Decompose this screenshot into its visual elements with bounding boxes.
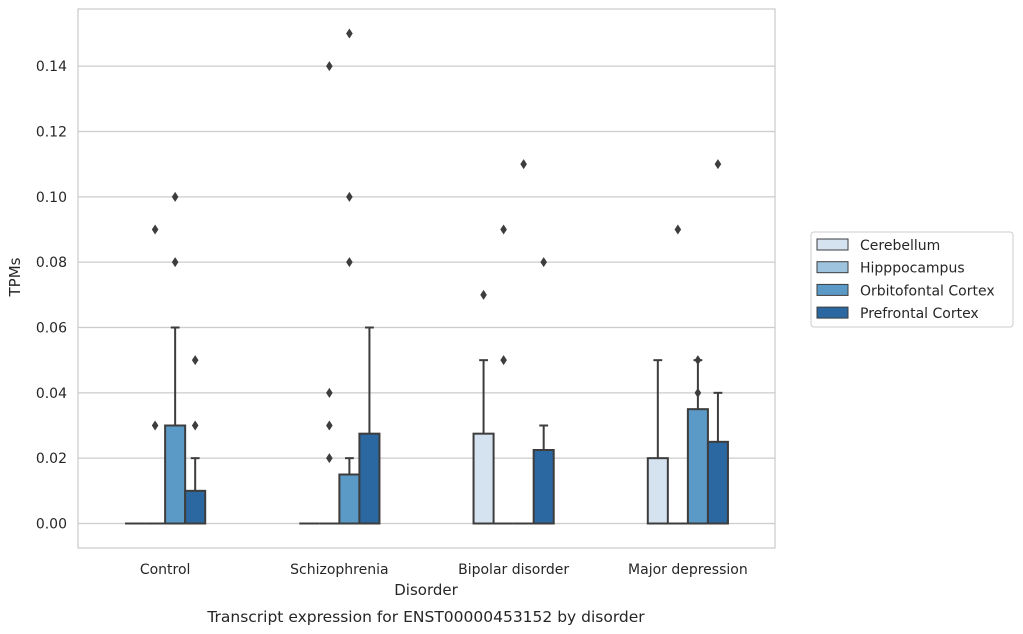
- x-axis-label: Disorder: [394, 581, 458, 599]
- box: [472, 432, 495, 525]
- x-tick-labels: Control Schizophrenia Bipolar disorder Majo…: [140, 562, 748, 578]
- box: [686, 408, 709, 525]
- outlier-point: [151, 224, 159, 235]
- legend-frame: [810, 231, 1014, 328]
- box: [646, 457, 669, 525]
- outlier-point: [694, 355, 702, 366]
- outlier-point: [326, 387, 333, 398]
- box-3-1: [667, 224, 688, 525]
- legend-swatch: [816, 238, 849, 251]
- outlier-point: [540, 257, 547, 268]
- outlier-point: [520, 159, 527, 170]
- box-series: [125, 28, 729, 525]
- outlier-point: [346, 28, 353, 39]
- y-tick-label: 0.12: [36, 125, 67, 141]
- legend: Cerebellum Hipppocampus Orbitofontal Corte…: [810, 231, 1014, 328]
- chart-caption: Transcript expression for ENST0000045315…: [206, 608, 645, 626]
- y-tick-label: 0.06: [36, 321, 67, 337]
- outlier-point: [500, 355, 507, 366]
- outlier-point: [171, 257, 179, 268]
- outlier-point: [326, 420, 333, 431]
- outlier-point: [171, 191, 179, 202]
- box: [184, 489, 207, 525]
- outlier-point: [346, 257, 353, 268]
- legend-label: Hipppocampus: [860, 261, 965, 277]
- outlier-point: [191, 355, 199, 366]
- y-tick-label: 0.08: [36, 255, 67, 271]
- box-3-0: [646, 359, 669, 525]
- legend-swatch: [816, 306, 849, 319]
- box-2-1: [493, 224, 514, 525]
- y-tick-label: 0.00: [36, 517, 67, 533]
- y-tick-label: 0.14: [36, 59, 67, 75]
- y-tick-label: 0.10: [36, 190, 67, 206]
- outlier-point: [326, 453, 333, 464]
- box-0-3: [184, 355, 207, 525]
- box-1-3: [358, 326, 381, 525]
- legend-swatch: [816, 261, 849, 274]
- box: [164, 424, 187, 525]
- box-2-3: [532, 257, 555, 525]
- legend-swatch: [816, 283, 849, 296]
- box-2-2: [513, 159, 534, 525]
- outlier-point: [714, 159, 722, 170]
- x-tick-label: Major depression: [628, 562, 748, 578]
- box-3-3: [706, 159, 729, 525]
- outlier-point: [694, 387, 702, 398]
- box: [706, 440, 729, 525]
- box-0-1: [145, 224, 166, 525]
- box-3-2: [686, 355, 709, 525]
- x-tick-label: Schizophrenia: [290, 562, 388, 578]
- outlier-point: [346, 191, 353, 202]
- box-0-2: [164, 191, 187, 525]
- legend-label: Cerebellum: [860, 238, 940, 254]
- box: [338, 473, 361, 525]
- outlier-point: [326, 61, 333, 72]
- y-axis-label: TPMs: [6, 257, 24, 297]
- legend-label: Prefrontal Cortex: [860, 306, 979, 322]
- box: [358, 432, 381, 525]
- outlier-point: [500, 224, 507, 235]
- x-tick-label: Bipolar disorder: [458, 562, 569, 578]
- outlier-point: [191, 420, 199, 431]
- outlier-point: [480, 289, 487, 300]
- outlier-point: [151, 420, 159, 431]
- outlier-point: [674, 224, 682, 235]
- y-tick-label: 0.02: [36, 451, 67, 467]
- y-tick-labels: 0.00 0.02 0.04 0.06 0.08 0.10 0.12 0.14: [36, 59, 67, 532]
- box-1-1: [319, 61, 340, 525]
- y-tick-label: 0.04: [36, 386, 67, 402]
- box-2-0: [472, 289, 495, 525]
- box: [532, 449, 555, 525]
- plot-frame: [77, 8, 776, 549]
- box-1-2: [338, 28, 361, 525]
- legend-label: Orbitofontal Cortex: [860, 283, 995, 299]
- x-tick-label: Control: [140, 562, 191, 578]
